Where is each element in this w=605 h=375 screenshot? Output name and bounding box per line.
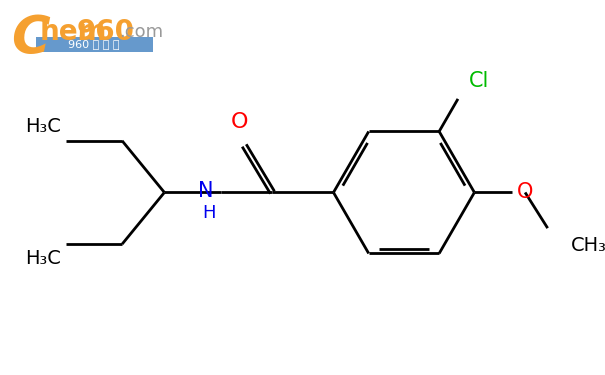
Text: H₃C: H₃C — [25, 249, 61, 268]
Text: hem: hem — [39, 18, 107, 46]
Text: O: O — [231, 112, 248, 132]
Text: H: H — [203, 204, 216, 222]
Text: CH₃: CH₃ — [571, 236, 605, 255]
Text: C: C — [11, 13, 50, 65]
Text: .com: .com — [119, 23, 163, 41]
FancyBboxPatch shape — [36, 36, 153, 51]
Text: H₃C: H₃C — [25, 117, 61, 136]
Text: 960: 960 — [77, 18, 135, 46]
Text: 960 化 工 网: 960 化 工 网 — [68, 39, 120, 49]
Text: O: O — [517, 183, 533, 203]
Text: Cl: Cl — [469, 71, 489, 92]
Text: N: N — [198, 181, 213, 201]
